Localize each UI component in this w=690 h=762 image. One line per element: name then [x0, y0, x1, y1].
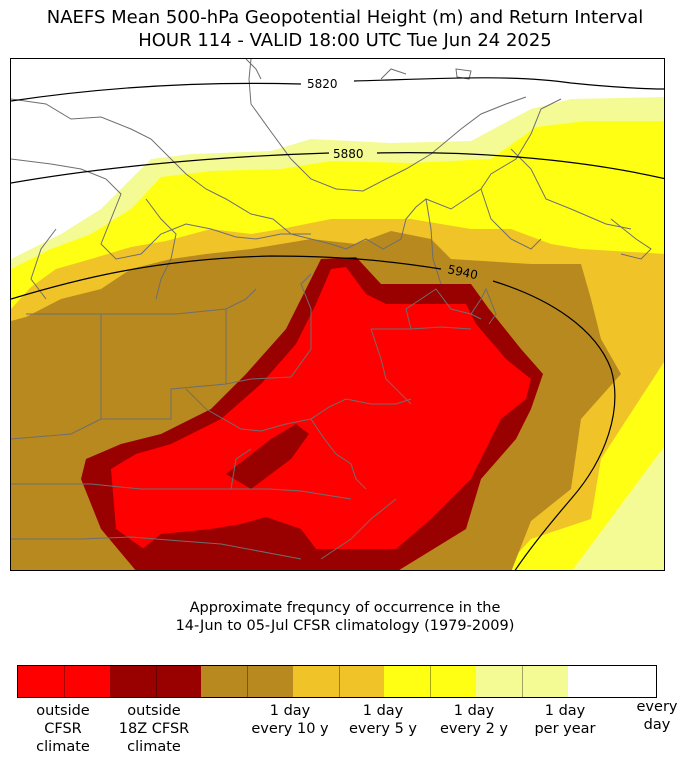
- contour-label-5940: 5940: [446, 262, 479, 282]
- legend-label-3: 1 day every 5 y: [349, 703, 417, 737]
- legend-tick: [247, 666, 248, 697]
- contour-line-5820: [11, 77, 664, 102]
- legend-swatch-6: [568, 666, 656, 697]
- legend-label-0: outside CFSR climate: [36, 703, 90, 755]
- region-outside-18z-pocket: [226, 424, 309, 489]
- legend-swatch-0: [18, 666, 110, 697]
- legend-swatch-3: [293, 666, 384, 697]
- contour-line-5940: [11, 255, 616, 570]
- map-title-line-2: HOUR 114 - VALID 18:00 UTC Tue Jun 24 20…: [138, 30, 552, 51]
- contour-line-5880: [11, 152, 664, 184]
- contour-labels: 5820 5880 5940: [307, 77, 479, 282]
- contour-layer: [11, 77, 664, 570]
- legend-swatch-2: [201, 666, 293, 697]
- legend-swatch-4: [384, 666, 476, 697]
- shading-layer: [11, 97, 664, 570]
- legend-tick: [155, 666, 157, 697]
- legend-label-2: 1 day every 10 y: [251, 703, 329, 737]
- legend-colorbar: [17, 665, 657, 698]
- region-outside-cfsr: [111, 267, 531, 554]
- legend-tick: [430, 666, 431, 697]
- legend-label-1: outside 18Z CFSR climate: [118, 703, 190, 755]
- legend-tick: [522, 666, 523, 697]
- legend-tick: [338, 666, 340, 697]
- caption-line-2: 14-Jun to 05-Jul CFSR climatology (1979-…: [175, 618, 515, 634]
- contour-label-5820: 5820: [307, 77, 338, 91]
- legend-swatch-5: [476, 666, 568, 697]
- map-panel: 5820 5880 5940: [10, 58, 665, 571]
- caption-line-1: Approximate frequncy of occurrence in th…: [189, 600, 501, 616]
- boundary-layer: [11, 59, 652, 560]
- contour-label-5880: 5880: [333, 147, 364, 161]
- map-title-line-1: NAEFS Mean 500-hPa Geopotential Height (…: [46, 7, 644, 28]
- region-outside-18z-southwest: [136, 517, 316, 570]
- legend-swatch-1: [110, 666, 201, 697]
- legend-tick: [64, 666, 65, 697]
- map-canvas: 5820 5880 5940: [11, 59, 664, 570]
- legend-label-6: every day: [636, 699, 678, 733]
- legend-label-4: 1 day every 2 y: [440, 703, 508, 737]
- legend-label-5: 1 day per year: [534, 703, 596, 737]
